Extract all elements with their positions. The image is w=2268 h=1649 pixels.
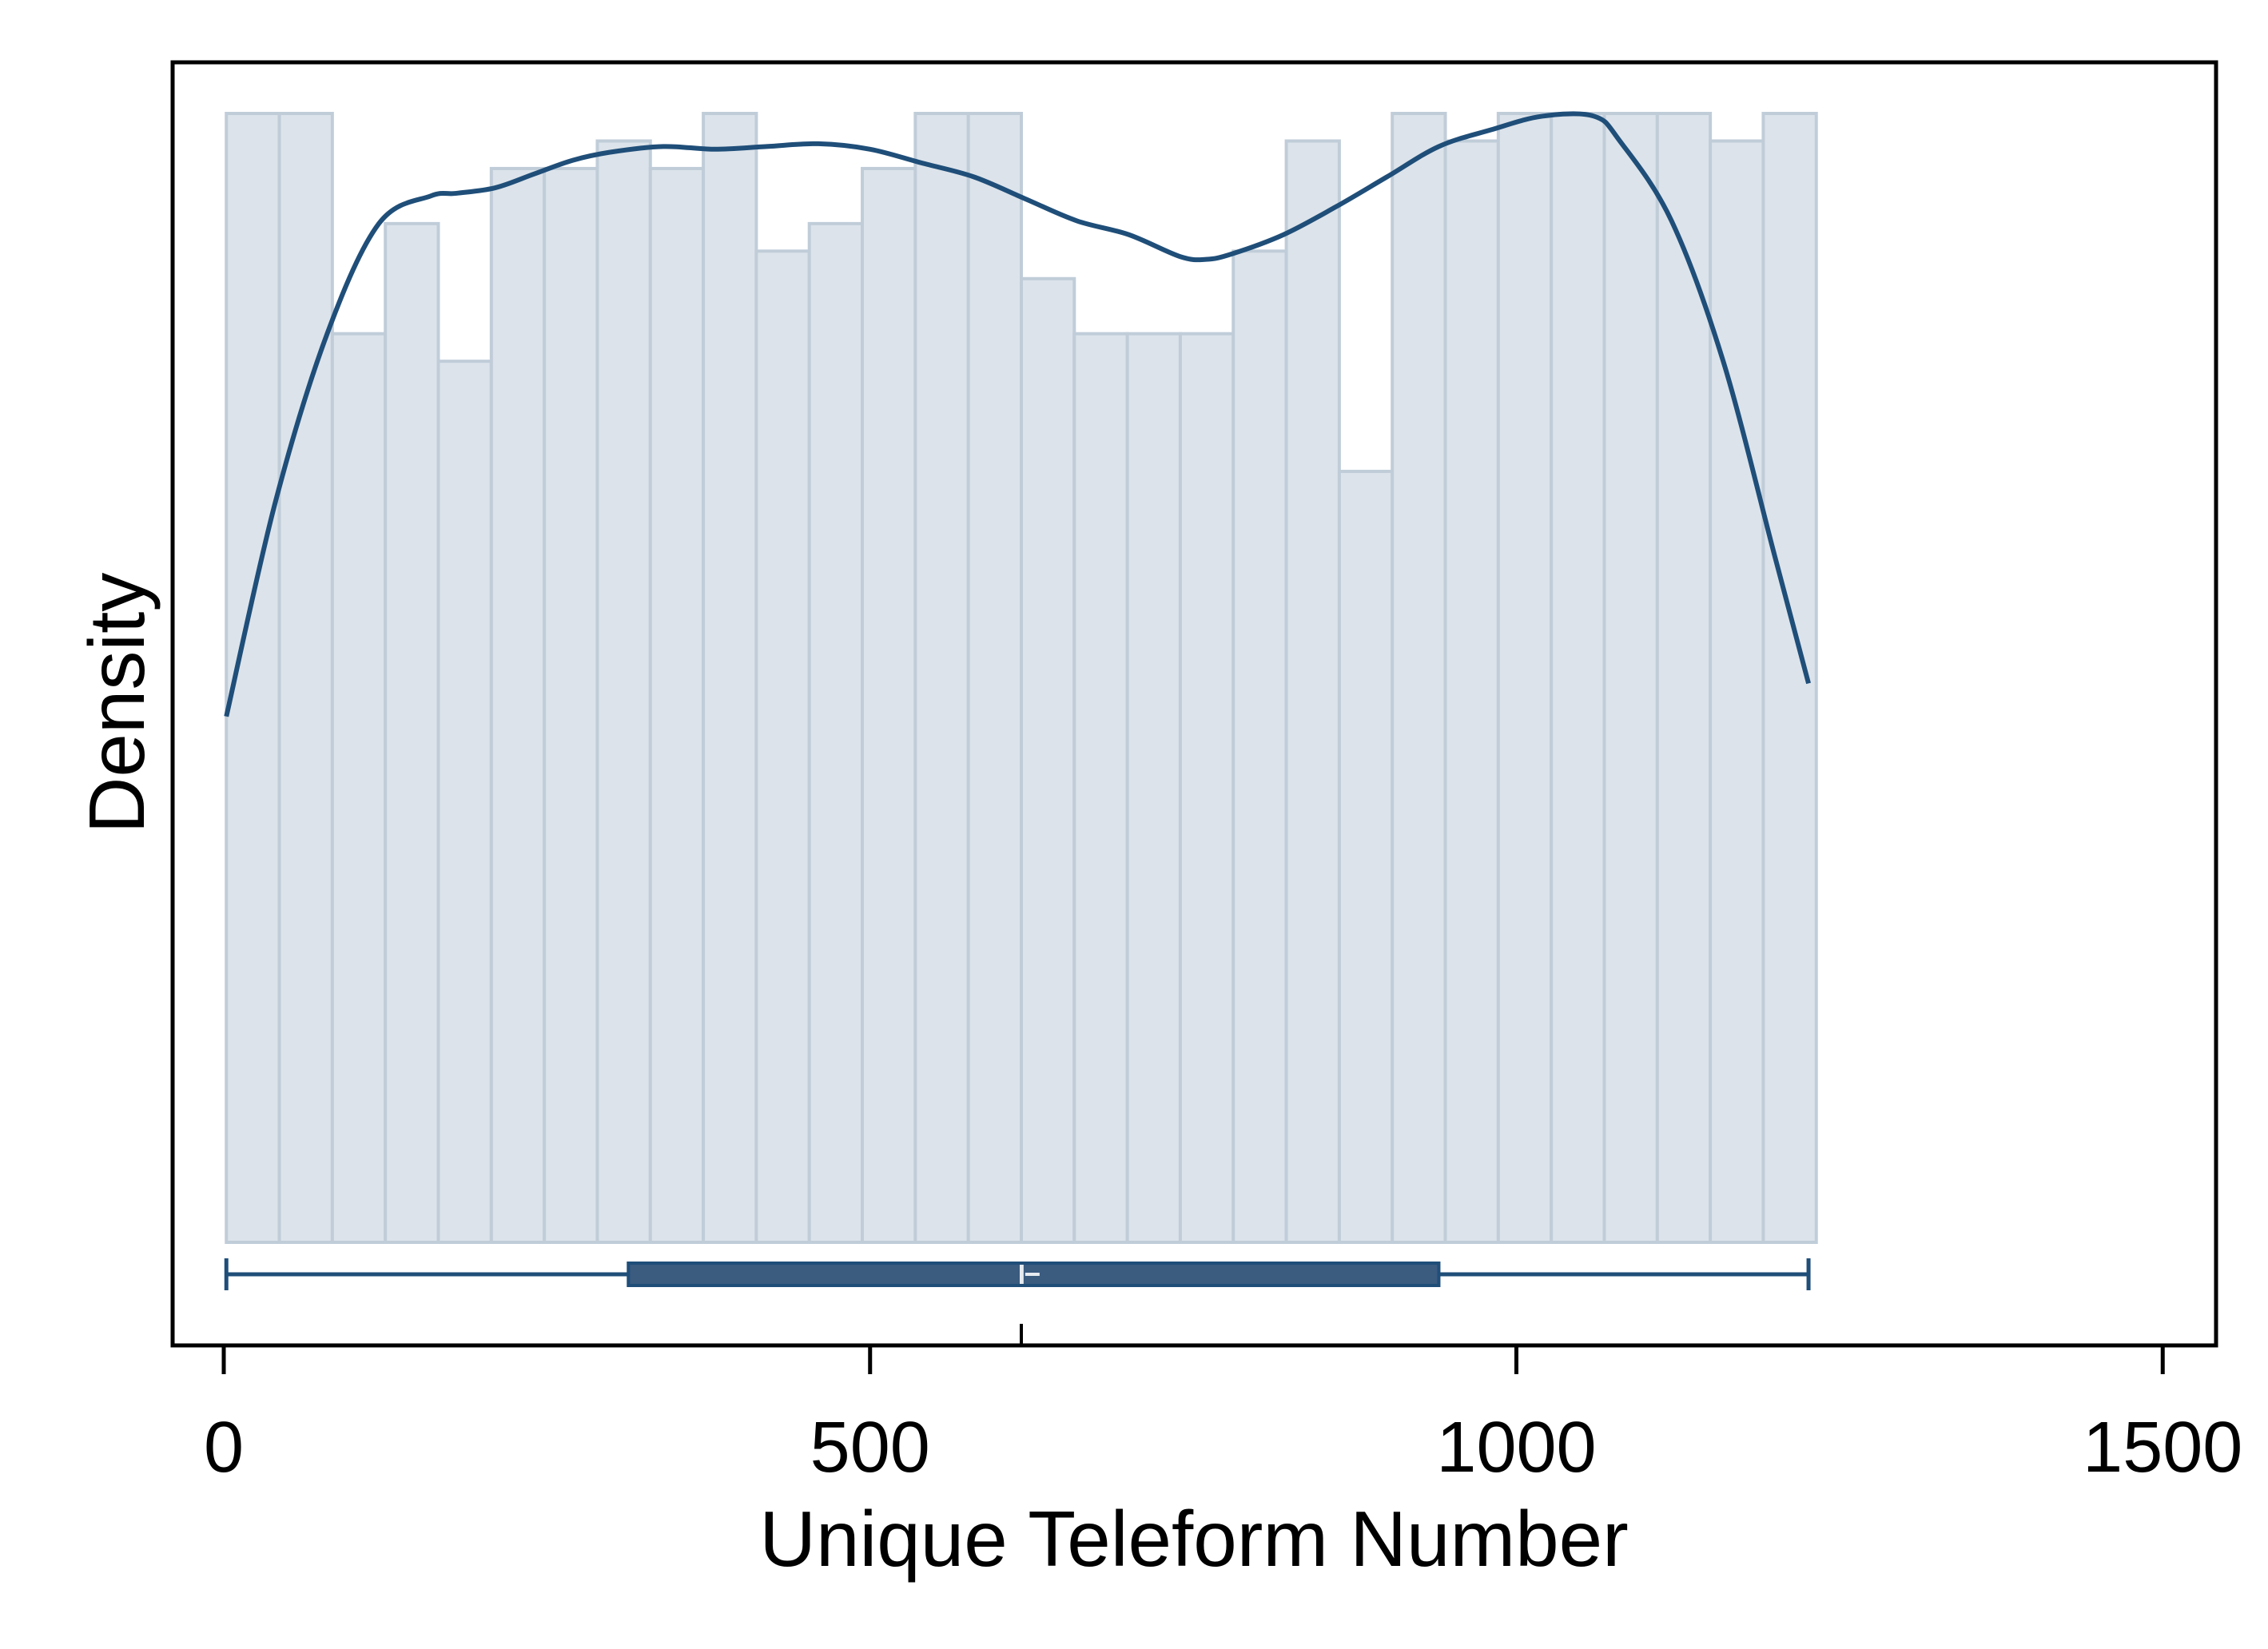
histogram-bar: [1019, 276, 1076, 1244]
histogram-bar: [1231, 249, 1288, 1245]
plot-frame: [170, 60, 2218, 1348]
histogram-bar: [1655, 112, 1713, 1244]
boxplot: [224, 1258, 1811, 1345]
x-tick-label: 1000: [1436, 1408, 1596, 1488]
histogram-bar: [436, 360, 493, 1244]
histogram-bar: [1443, 139, 1500, 1245]
histogram-bar: [1761, 112, 1818, 1244]
histogram-bar: [489, 166, 547, 1244]
histogram-bars: [225, 112, 1818, 1245]
histogram-bar: [1178, 332, 1235, 1245]
histogram-bar: [1550, 112, 1606, 1244]
histogram-bar: [1709, 139, 1765, 1245]
histogram-bar: [1496, 112, 1554, 1244]
x-axis-label: Unique Teleform Number: [759, 1495, 1629, 1583]
histogram-bar: [595, 139, 652, 1245]
histogram-bar: [277, 112, 334, 1244]
x-axis-ticks: 0 500 1000 1500: [204, 1345, 2242, 1488]
x-tick-label: 500: [810, 1408, 930, 1488]
density-curve: [224, 111, 1811, 717]
histogram-bar: [702, 112, 758, 1244]
histogram-bar: [384, 221, 440, 1245]
histogram-bar: [966, 112, 1023, 1244]
histogram-bar: [648, 166, 706, 1244]
histogram-bar: [1602, 112, 1659, 1244]
histogram-bar: [1284, 139, 1341, 1245]
x-tick-label: 0: [204, 1408, 244, 1488]
histogram-bar: [1337, 470, 1395, 1244]
histogram-bar: [754, 249, 811, 1245]
histogram-bar: [1072, 332, 1129, 1245]
x-tick-label: 1500: [2083, 1408, 2242, 1488]
histogram-bar: [1391, 112, 1447, 1244]
y-axis-label: Density: [73, 573, 161, 834]
histogram-bar: [913, 112, 970, 1244]
histogram-bar: [330, 332, 388, 1245]
histogram-bar: [861, 166, 917, 1244]
histogram-bar: [807, 221, 865, 1245]
histogram-bar: [543, 166, 599, 1244]
histogram-bar: [1125, 332, 1182, 1245]
